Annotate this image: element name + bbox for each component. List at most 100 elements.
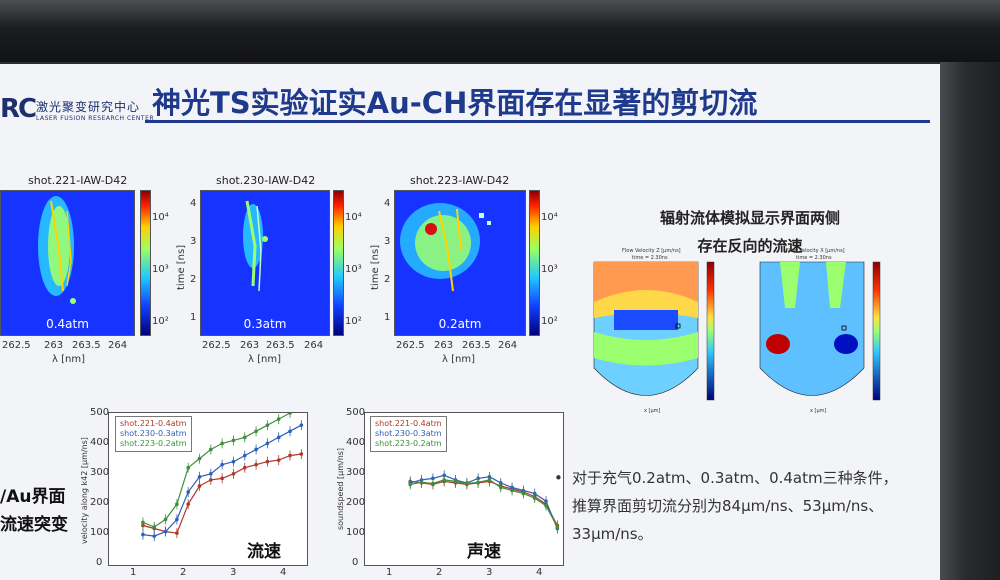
lambda-tick: 263 <box>44 340 64 351</box>
velocity-ytick: 500 <box>90 407 110 418</box>
cbar2-tick: 10² <box>345 316 362 327</box>
velocity-ytick: 300 <box>90 467 110 478</box>
soundspeed-xtick: 1 <box>386 567 393 578</box>
data-point <box>163 529 168 534</box>
soundspeed-plot-label: 声速 <box>467 542 501 562</box>
data-point <box>442 478 446 482</box>
data-point <box>175 502 179 506</box>
soundspeed-plot: 声速 <box>364 412 564 566</box>
data-point <box>163 517 168 522</box>
heatmap-2-title: shot.230-IAW-D42 <box>216 174 316 187</box>
time-tick: 4 <box>384 198 391 209</box>
soundspeed-xtick: 3 <box>486 567 493 578</box>
soundspeed-ytick: 0 <box>352 557 359 568</box>
series-line <box>410 474 558 529</box>
time-tick: 3 <box>190 236 197 247</box>
lambda-tick: 263.5 <box>462 340 491 351</box>
simulation-caption-line2: 存在反向的流速 <box>697 237 803 255</box>
data-point <box>186 490 190 494</box>
org-name-en: LASER FUSION RESEARCH CENTER <box>36 115 155 122</box>
velocity-ytick: 200 <box>90 497 110 508</box>
soundspeed-xtick: 2 <box>436 567 443 578</box>
legend-item: shot.223-0.2atm <box>120 439 187 448</box>
data-point <box>254 429 258 434</box>
data-point <box>265 441 270 446</box>
cbar3-tick: 10² <box>541 316 558 327</box>
data-point <box>498 485 503 490</box>
data-point <box>521 491 526 496</box>
heatmap-3-image <box>400 203 491 292</box>
data-point <box>152 534 157 538</box>
velocity-plot-svg <box>141 408 304 542</box>
soundspeed-plot-svg <box>408 470 560 534</box>
data-point <box>532 496 537 500</box>
heatmap-3: 0.2atm <box>394 190 526 336</box>
data-point <box>465 481 469 486</box>
data-point <box>254 462 258 467</box>
time-tick: 1 <box>190 312 197 323</box>
legend-item: shot.223-0.2atm <box>375 439 442 448</box>
slide: RC 激光聚变研究中心 LASER FUSION RESEARCH CENTER… <box>0 64 940 580</box>
sim-panel-x-time: time = 2.30ns <box>796 255 832 261</box>
heatmap-1-xlabel: λ [nm] <box>52 354 85 365</box>
soundspeed-xtick: 4 <box>536 567 543 578</box>
data-point <box>544 503 548 508</box>
sim-panel-z-time: time = 2.30ns <box>632 255 668 261</box>
cbar1-tick: 10³ <box>152 264 169 275</box>
data-point <box>186 465 190 470</box>
heatmap-2-pressure: 0.3atm <box>243 317 287 331</box>
data-point <box>209 478 213 482</box>
time-tick: 3 <box>384 236 391 247</box>
data-point <box>431 481 435 486</box>
soundspeed-ytick: 300 <box>346 467 366 478</box>
time-tick: 2 <box>190 274 197 285</box>
data-point <box>288 411 292 415</box>
sim-panel-z-xlabel: x [μm] <box>644 408 661 414</box>
heatmap-3-title: shot.223-IAW-D42 <box>410 174 510 187</box>
heatmap-3-pressure: 0.2atm <box>438 317 482 331</box>
legend-item: shot.221-0.4atm <box>120 419 187 428</box>
velocity-xtick: 1 <box>130 567 137 578</box>
data-point <box>254 447 258 452</box>
lambda-tick: 263 <box>434 340 454 351</box>
lambda-tick: 264 <box>498 340 518 351</box>
velocity-plot-ylabel: velocity along k42 [μm/ns] <box>80 437 89 544</box>
screen-bezel-right <box>940 62 1000 580</box>
heatmap-3-ylabel: time [ns] <box>370 244 381 290</box>
heatmap-2-colorbar <box>333 190 344 336</box>
legend-item: shot.230-0.3atm <box>375 429 442 438</box>
left-text-line2: 流速突变 <box>0 515 68 535</box>
heatmap-2-ylabel: time [ns] <box>176 244 187 290</box>
data-point <box>242 465 247 470</box>
data-point <box>276 417 281 421</box>
data-point <box>209 447 213 452</box>
data-point <box>220 441 224 446</box>
data-point <box>299 423 304 427</box>
data-point <box>231 472 236 476</box>
heatmap-3-xlabel: λ [nm] <box>442 354 475 365</box>
velocity-xtick: 2 <box>180 567 187 578</box>
soundspeed-legend: shot.221-0.4atm shot.230-0.3atm shot.223… <box>370 416 447 452</box>
slide-title: 神光TS实验证实Au-CH界面存在显著的剪切流 <box>152 86 758 120</box>
lambda-tick: 262.5 <box>202 340 231 351</box>
data-point <box>453 479 458 484</box>
velocity-xtick: 3 <box>230 567 237 578</box>
cbar3-tick: 10⁴ <box>541 212 558 223</box>
legend-item: shot.221-0.4atm <box>375 419 442 428</box>
data-point <box>555 525 560 529</box>
data-point <box>231 459 236 464</box>
data-point <box>141 520 145 525</box>
lfrc-logo: RC <box>0 94 37 124</box>
data-point <box>141 532 145 537</box>
cbar2-tick: 10⁴ <box>345 212 362 223</box>
data-point <box>242 435 247 440</box>
simulation-caption-line1: 辐射流体模拟显示界面两侧 <box>659 209 840 227</box>
series-line <box>410 479 558 528</box>
heatmap-1-image <box>38 196 76 304</box>
data-point <box>288 453 292 458</box>
lambda-tick: 263.5 <box>266 340 295 351</box>
velocity-ytick: 0 <box>96 557 103 568</box>
org-name-cn: 激光聚变研究中心 <box>36 100 141 114</box>
bullet-text: 对于充气0.2atm、0.3atm、0.4atm三种条件，推算界面剪切流分别为8… <box>572 469 898 543</box>
heatmap-3-colorbar <box>529 190 540 336</box>
